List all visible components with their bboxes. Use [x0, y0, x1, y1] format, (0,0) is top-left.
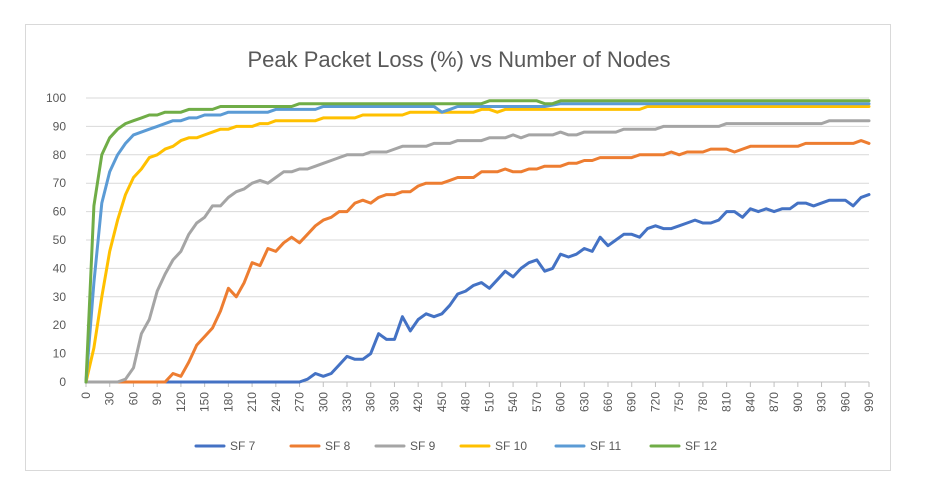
- x-tick-label: 510: [482, 392, 496, 412]
- y-tick-label: 10: [53, 347, 67, 361]
- x-tick-label: 300: [316, 392, 330, 412]
- x-tick-label: 960: [838, 392, 852, 412]
- x-tick-label: 150: [198, 392, 212, 412]
- x-tick-label: 480: [459, 392, 473, 412]
- legend-label: SF 11: [590, 439, 621, 453]
- x-tick-label: 990: [862, 392, 876, 412]
- x-tick-label: 660: [601, 392, 615, 412]
- x-tick-label: 840: [743, 392, 757, 412]
- y-tick-label: 60: [53, 205, 67, 219]
- legend-item: SF 11: [554, 439, 621, 453]
- x-tick-label: 360: [364, 392, 378, 412]
- x-tick-label: 330: [340, 392, 354, 412]
- chart-frame: Peak Packet Loss (%) vs Number of Nodes …: [25, 24, 891, 471]
- legend-label: SF 10: [495, 439, 527, 453]
- line-chart: 0 10 20 30 40 50 60 70 80 90 100 0 30 60 90 120 150 180 2…: [46, 91, 876, 453]
- x-tick-label: 390: [387, 392, 401, 412]
- x-tick-label: 870: [767, 392, 781, 412]
- legend-item: SF 8: [289, 439, 351, 453]
- y-tick-label: 40: [53, 261, 67, 275]
- x-tick-label: 270: [293, 392, 307, 412]
- x-tick-label: 30: [103, 392, 117, 406]
- legend-label: SF 8: [325, 439, 351, 453]
- legend: SF 7 SF 8 SF 9 SF 10 SF 11 SF 12: [194, 439, 717, 453]
- legend-item: SF 7: [194, 439, 256, 453]
- y-tick-label: 50: [53, 233, 67, 247]
- x-tick-label: 420: [411, 392, 425, 412]
- series-line-sf-7: [84, 193, 871, 384]
- x-tick-label: 210: [245, 392, 259, 412]
- x-tick-label: 630: [577, 392, 591, 412]
- legend-label: SF 12: [685, 439, 717, 453]
- x-tick-label: 120: [174, 392, 188, 412]
- legend-label: SF 9: [410, 439, 436, 453]
- legend-item: SF 12: [649, 439, 717, 453]
- y-tick-label: 90: [53, 119, 67, 133]
- series-lines: [84, 99, 871, 384]
- x-tick-label: 930: [815, 392, 829, 412]
- x-tick-label: 570: [530, 392, 544, 412]
- y-axis-tick-labels: 0 10 20 30 40 50 60 70 80 90 100: [46, 91, 66, 389]
- series-line-sf-9: [84, 119, 871, 384]
- x-tick-label: 810: [720, 392, 734, 412]
- legend-item: SF 9: [374, 439, 436, 453]
- x-tick-label: 0: [79, 392, 93, 399]
- x-tick-label: 60: [126, 392, 140, 406]
- x-tick-label: 780: [696, 392, 710, 412]
- series-line-sf-10: [84, 105, 871, 384]
- gridlines: [85, 97, 870, 387]
- x-tick-label: 750: [672, 392, 686, 412]
- y-tick-label: 0: [59, 375, 66, 389]
- x-tick-label: 690: [625, 392, 639, 412]
- x-axis-tick-labels: 0 30 60 90 120 150 180 210 240 270 300 330 360 390 420…: [79, 392, 876, 412]
- series-line-sf-8: [84, 139, 871, 384]
- series-line-sf-12: [84, 99, 871, 384]
- chart-title: Peak Packet Loss (%) vs Number of Nodes: [247, 47, 671, 72]
- x-tick-label: 180: [221, 392, 235, 412]
- legend-label: SF 7: [230, 439, 256, 453]
- x-tick-label: 900: [791, 392, 805, 412]
- y-tick-label: 20: [53, 318, 67, 332]
- x-tick-label: 600: [554, 392, 568, 412]
- x-tick-label: 720: [648, 392, 662, 412]
- y-tick-label: 30: [53, 290, 67, 304]
- series-line-sf-11: [84, 102, 871, 384]
- x-tick-label: 240: [269, 392, 283, 412]
- x-tick-label: 540: [506, 392, 520, 412]
- legend-item: SF 10: [459, 439, 527, 453]
- y-tick-label: 80: [53, 148, 67, 162]
- x-tick-label: 90: [150, 392, 164, 406]
- x-tick-label: 450: [435, 392, 449, 412]
- y-tick-label: 100: [46, 91, 66, 105]
- y-tick-label: 70: [53, 176, 67, 190]
